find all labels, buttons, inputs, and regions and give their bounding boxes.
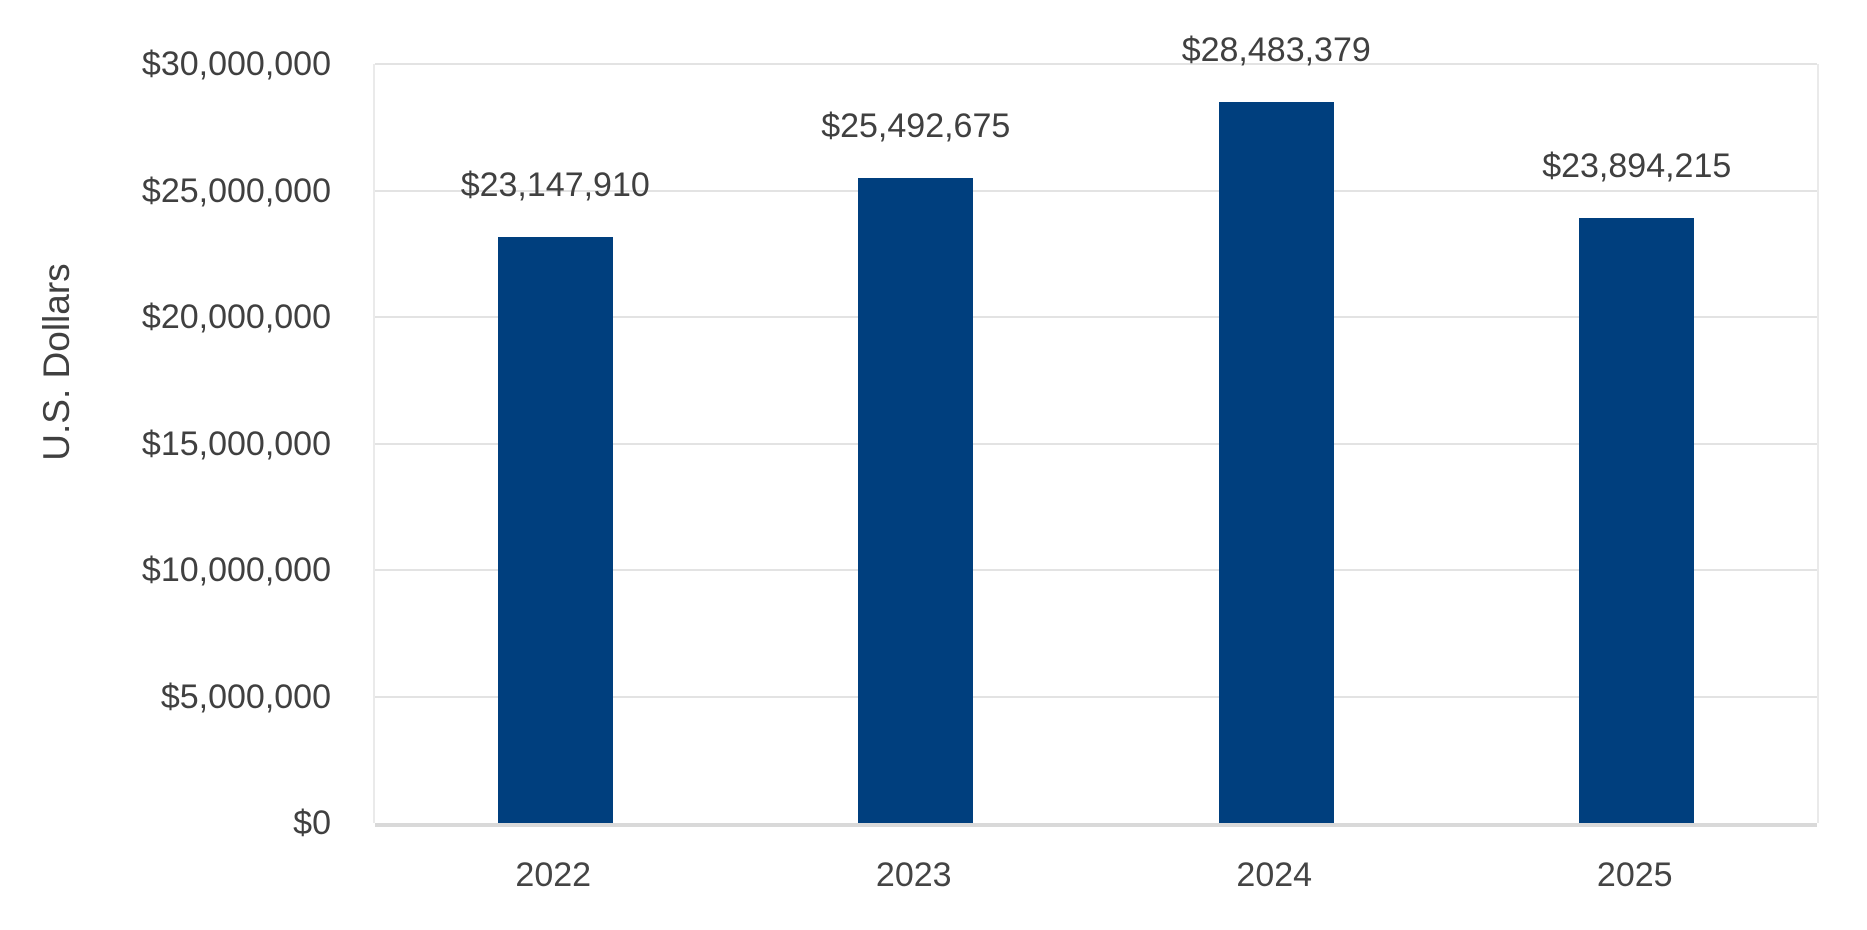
- y-tick-label: $10,000,000: [141, 551, 331, 589]
- bar-value-label: $23,894,215: [1542, 147, 1732, 186]
- bar-2022: [497, 237, 613, 823]
- bar-value-label: $28,483,379: [1181, 31, 1371, 70]
- bar-2025: [1579, 218, 1695, 823]
- gridline: [375, 189, 1817, 192]
- y-tick-label: $5,000,000: [160, 677, 331, 716]
- x-axis-line: [375, 823, 1817, 827]
- x-tick-label: 2022: [515, 856, 592, 894]
- y-tick-label: $15,000,000: [141, 424, 331, 463]
- bar-value-label: $25,492,675: [821, 107, 1011, 146]
- y-axis-title: U.S. Dollars: [36, 263, 77, 461]
- plot-area: $23,147,910 $25,492,675 $28,483,379 $23,894…: [373, 31, 1819, 827]
- y-tick-label: $30,000,000: [141, 45, 331, 83]
- bar-value-label: $23,147,910: [460, 166, 650, 205]
- gridline: [375, 316, 1817, 318]
- bar-2024: [1218, 102, 1334, 823]
- gridline: [375, 695, 1817, 698]
- gridline: [375, 442, 1817, 445]
- x-tick-label: 2023: [875, 856, 952, 894]
- gridline: [375, 63, 1817, 65]
- y-tick-label: $0: [293, 804, 331, 842]
- bar-2023: [858, 178, 974, 823]
- y-tick-label: $20,000,000: [141, 298, 331, 336]
- x-tick-label: 2024: [1236, 856, 1313, 894]
- y-tick-label: $25,000,000: [141, 171, 331, 210]
- x-tick-label: 2025: [1596, 856, 1673, 894]
- gridline: [375, 569, 1817, 571]
